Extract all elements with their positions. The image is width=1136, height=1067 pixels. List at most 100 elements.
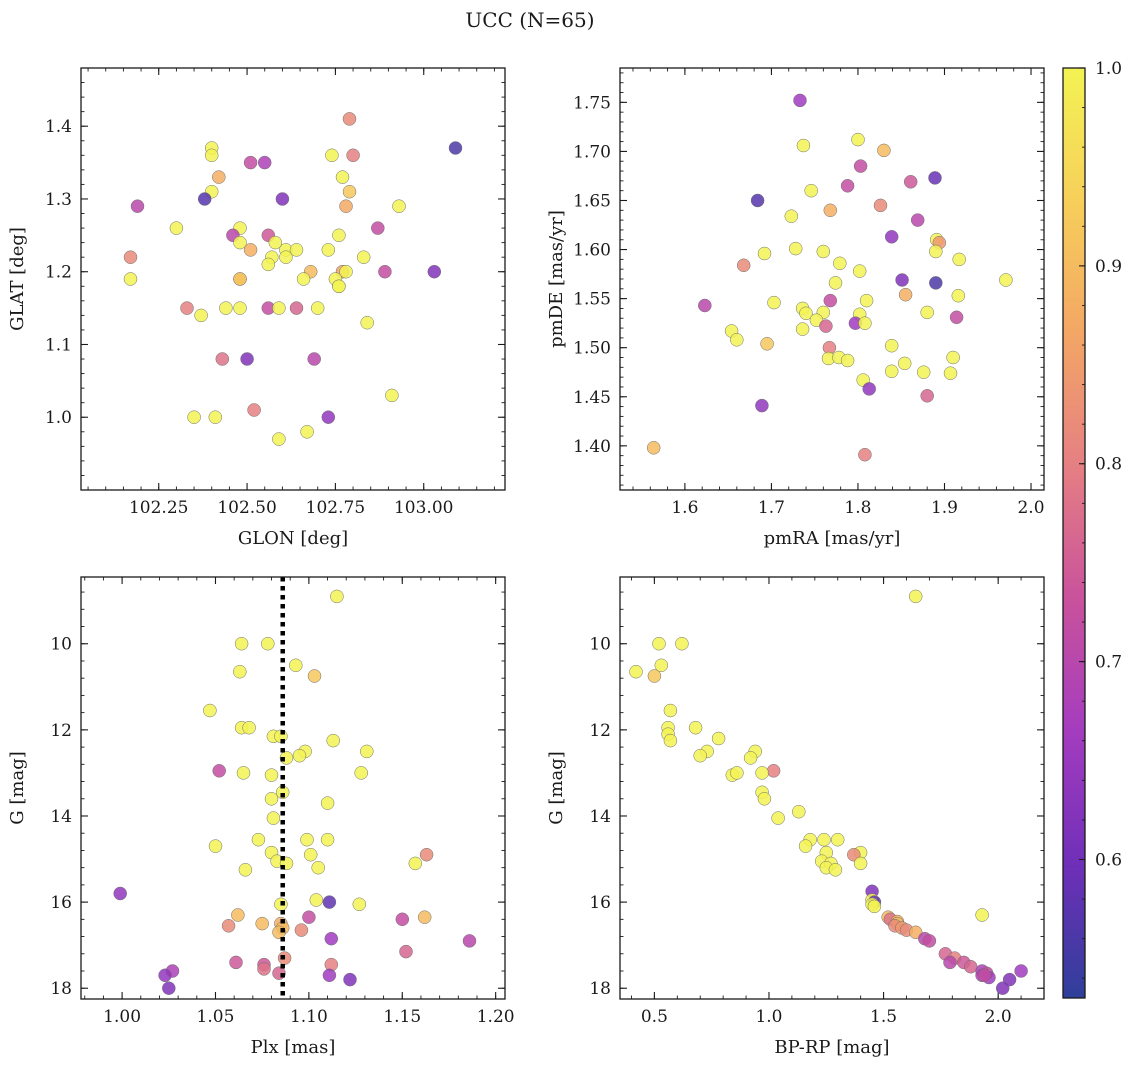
- pm-plot-area: 1.6 1.7 1.8 1.9 2.0 1.40 1.45 1.50 1.55 1.60 1.65 1…: [573, 67, 1045, 518]
- glon_glat-point: [212, 170, 226, 184]
- glon_glat-point: [243, 155, 258, 170]
- glon_glat-x-tick-label: 102.50: [217, 498, 276, 518]
- glon_glat-point: [123, 250, 138, 264]
- cmd-point: [792, 804, 806, 819]
- pm-point: [859, 293, 874, 308]
- plx_g-point: [302, 910, 316, 924]
- plx_g-point: [236, 766, 251, 780]
- glon_glat-point: [339, 199, 353, 213]
- cmd-point: [943, 955, 957, 970]
- cmd-point: [766, 764, 781, 778]
- pm-point: [698, 298, 712, 313]
- plx_g-point: [330, 589, 344, 604]
- pm-point: [903, 175, 918, 189]
- plx_g-point: [233, 664, 247, 679]
- cmd-point: [798, 839, 813, 853]
- pm-point: [851, 132, 865, 147]
- pm-point: [884, 230, 899, 244]
- plx_g-y-tick-label: 10: [50, 635, 72, 655]
- glon_glat-point: [272, 301, 286, 315]
- cmd-point: [652, 636, 666, 651]
- colorbar-tick-label: 0.7: [1095, 653, 1122, 673]
- pm-y-tick-label: 1.50: [573, 339, 611, 359]
- pm-point: [840, 353, 855, 368]
- pm-point: [796, 138, 811, 153]
- cmd-point: [647, 669, 662, 683]
- cmd-point: [743, 751, 758, 765]
- pm-point: [816, 244, 831, 259]
- plx_g-point: [300, 832, 314, 847]
- glon_glat-point: [180, 301, 194, 315]
- plx_g-point: [303, 847, 318, 862]
- plx_g-point: [326, 733, 340, 748]
- plx_g-point: [294, 923, 309, 937]
- glon_glat-point: [247, 403, 261, 417]
- pm-y-tick-label: 1.60: [573, 241, 611, 261]
- cmd-x-tick-label: 2.0: [985, 1007, 1012, 1027]
- pm-point: [858, 447, 872, 462]
- glon_glat-point: [392, 199, 406, 213]
- cmd-y-tick-label: 12: [589, 721, 611, 741]
- plx_g-point: [417, 910, 432, 924]
- pm-point: [951, 288, 966, 303]
- plx_g-point: [203, 703, 217, 718]
- glon_glat-point: [233, 301, 247, 315]
- pm-point: [795, 322, 810, 336]
- plx_g-point: [234, 636, 249, 651]
- glon_glat-point: [427, 264, 442, 279]
- cmd-point: [995, 981, 1010, 995]
- glon_glat-point: [257, 155, 272, 170]
- cmd-point: [975, 908, 989, 922]
- pm-point: [852, 264, 867, 278]
- glon-glat-plot-area: 102.25 102.50 102.75 103.00 1.0 1.1 1.2 1.3 1.4: [45, 67, 506, 518]
- plx_g-point: [261, 636, 275, 651]
- glon_glat-point: [356, 250, 371, 264]
- cmd-point: [908, 589, 923, 604]
- glon_glat-point: [123, 272, 138, 286]
- cmd-point: [771, 811, 785, 825]
- pm-point: [920, 389, 934, 403]
- pm-point: [853, 159, 868, 173]
- colorbar-tick-label: 0.6: [1095, 850, 1122, 870]
- cmd-point: [654, 658, 669, 673]
- glon_glat-point: [261, 257, 276, 272]
- glon_glat-point: [335, 170, 350, 184]
- glon_glat-point: [279, 250, 293, 264]
- pm-point: [928, 171, 942, 185]
- plx_g-point: [264, 792, 279, 806]
- glon_glat-point: [243, 243, 258, 257]
- plx_g-point: [343, 972, 357, 987]
- cmd-y-tick-label: 18: [589, 979, 611, 999]
- pm-point: [736, 258, 751, 273]
- plx_g-x-tick-label: 1.05: [197, 1007, 235, 1027]
- pm-point: [799, 306, 813, 321]
- pm-point: [788, 241, 803, 256]
- glon_glat-point: [233, 272, 247, 286]
- pm-y-tick-label: 1.65: [573, 191, 611, 211]
- glon_glat-point: [332, 279, 346, 294]
- plx_g-point: [251, 832, 266, 847]
- pm-point: [819, 319, 833, 333]
- plx_g-point: [320, 796, 335, 810]
- colorbar-tick-label: 0.8: [1095, 455, 1122, 475]
- glon_glat-point: [321, 410, 336, 424]
- plx_g-point: [208, 839, 223, 853]
- cmd-point: [755, 766, 769, 780]
- glon_glat-y-tick-label: 1.4: [45, 117, 72, 137]
- panel-pm: 1.6 1.7 1.8 1.9 2.0 1.40 1.45 1.50 1.55 1.60 1.65 1…: [546, 67, 1045, 549]
- plx-g-plot-area: 1.00 1.05 1.10 1.15 1.20 10 12 14 16 18: [50, 576, 515, 1027]
- plx_g-y-tick-label: 14: [50, 807, 72, 827]
- cmd-point: [963, 959, 978, 974]
- plx_g-point: [229, 955, 243, 970]
- pm-point: [646, 441, 661, 455]
- plx_g-point: [158, 968, 172, 983]
- pm-point: [784, 209, 799, 223]
- pm-y-tick-label: 1.40: [573, 437, 611, 457]
- cmd-plot-area: 0.5 1.0 1.5 2.0 10 12 14 16 18: [589, 576, 1045, 1027]
- glon_glat-point: [130, 199, 145, 213]
- cmd-x-tick-label: 0.5: [641, 1007, 668, 1027]
- plx_g-point: [212, 764, 226, 778]
- pm-y-tick-label: 1.75: [573, 93, 611, 113]
- pm-point: [884, 338, 899, 353]
- plx_g-x-tick-label: 1.20: [477, 1007, 515, 1027]
